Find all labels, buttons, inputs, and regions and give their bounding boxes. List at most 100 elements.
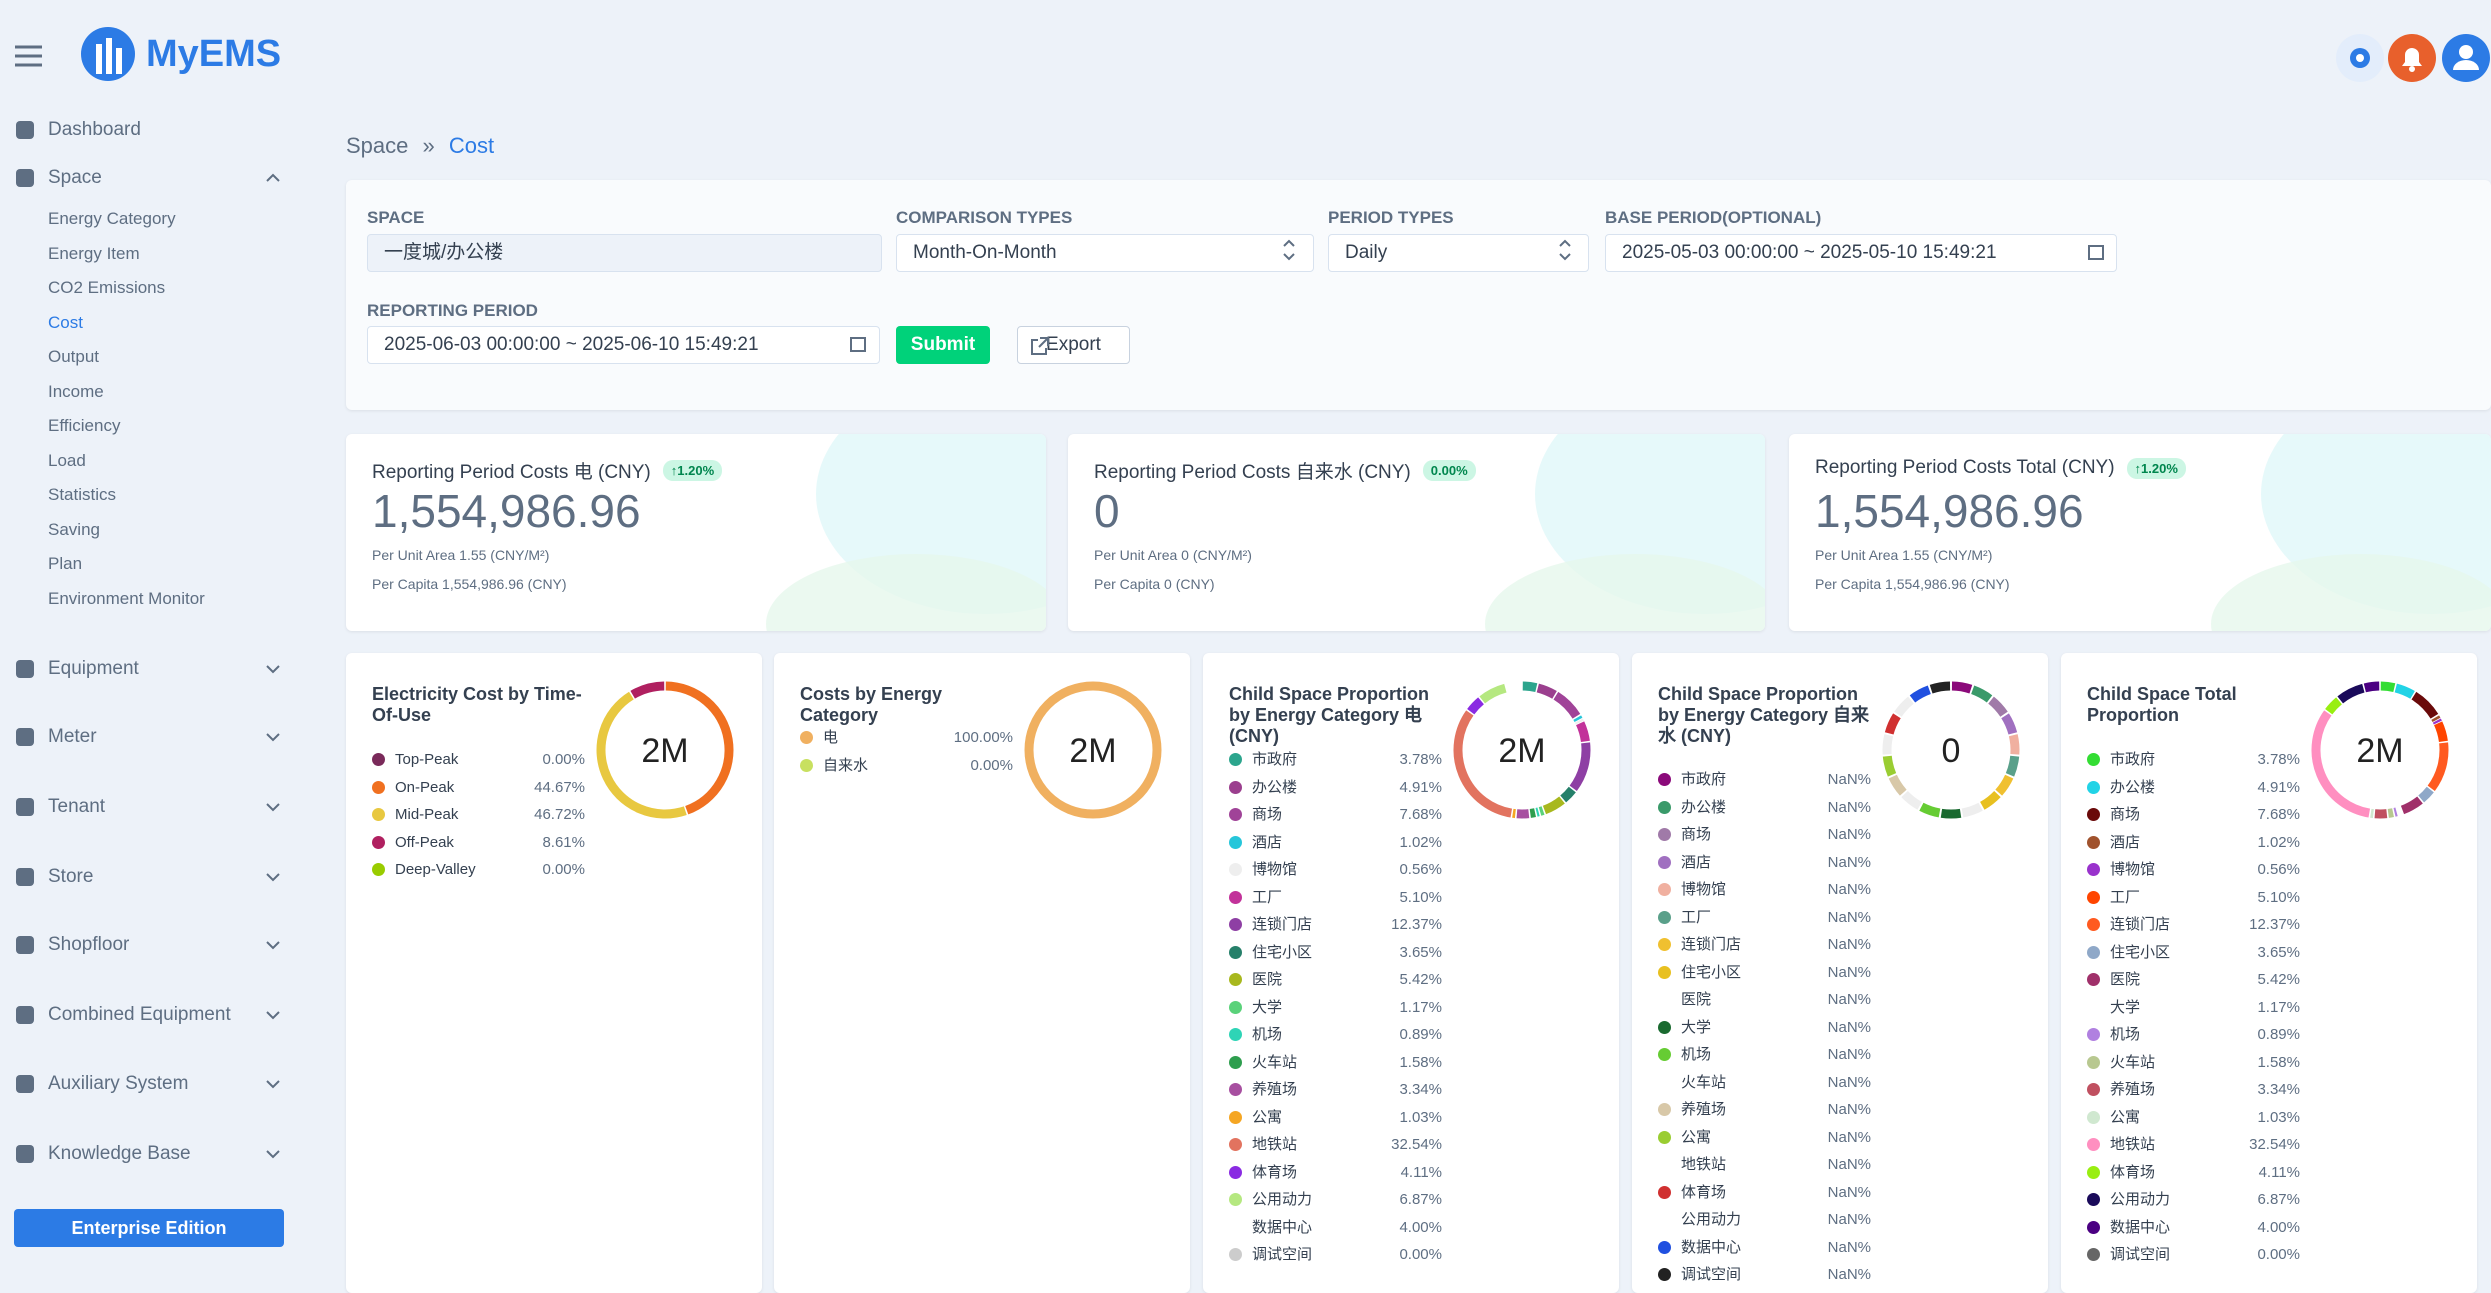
nav-subitem[interactable]: Saving	[48, 519, 100, 541]
nav-subitem[interactable]: Cost	[48, 312, 83, 334]
nav-chevron	[267, 175, 279, 181]
nav-subitem[interactable]: Energy Item	[48, 243, 140, 265]
legend-value: 0.89%	[1342, 1025, 1442, 1045]
donut-segment	[2329, 701, 2339, 712]
legend-dot	[1229, 1193, 1242, 1206]
legend-name: 公用动力	[1681, 1210, 1741, 1230]
nav-subitem[interactable]: Environment Monitor	[48, 588, 205, 610]
nav-subitem[interactable]: Statistics	[48, 484, 116, 506]
legend-dot	[1658, 1076, 1671, 1089]
legend-dot	[2087, 781, 2100, 794]
donut-placeholder-segment	[1893, 777, 1903, 793]
nav-subitem[interactable]: Plan	[48, 553, 82, 575]
legend-dot	[1229, 808, 1242, 821]
legend-dot	[2087, 1083, 2100, 1096]
nav-subitem[interactable]: Efficiency	[48, 415, 120, 437]
legend-name: 公寓	[2110, 1108, 2140, 1128]
legend-dot	[2087, 918, 2100, 931]
legend-value: 100.00%	[913, 728, 1013, 748]
nav-item[interactable]: Auxiliary System	[48, 1072, 188, 1096]
nav-item[interactable]: Space	[48, 166, 102, 190]
legend-name: 连锁门店	[1252, 915, 1312, 935]
settings-button[interactable]	[2336, 34, 2384, 82]
legend-name: 火车站	[1681, 1073, 1726, 1093]
legend-dot	[800, 731, 813, 744]
legend-name: 商场	[2110, 805, 2140, 825]
summary-title: Reporting Period Costs 自来水 (CNY)0.00%	[1094, 457, 1476, 484]
nav-icon	[16, 798, 34, 816]
legend-value: NaN%	[1771, 1100, 1871, 1120]
nav-item[interactable]: Shopfloor	[48, 933, 129, 957]
donut-segment	[1580, 723, 1585, 741]
legend-dot	[1658, 966, 1671, 979]
nav-subitem[interactable]: Income	[48, 381, 104, 403]
legend-value: NaN%	[1771, 1073, 1871, 1093]
per-unit-area: Per Unit Area 1.55 (CNY/M²)	[1815, 547, 1992, 563]
legend-value: NaN%	[1771, 853, 1871, 873]
legend-name: 医院	[1252, 970, 1282, 990]
donut-segment	[1523, 686, 1537, 688]
nav-item[interactable]: Knowledge Base	[48, 1142, 191, 1166]
nav-item[interactable]: Store	[48, 865, 93, 889]
nav-item[interactable]: Equipment	[48, 657, 139, 681]
nav-item[interactable]: Tenant	[48, 795, 105, 819]
nav-subitem[interactable]: CO2 Emissions	[48, 277, 165, 299]
donut-card: Child Space Proportion by Energy Categor…	[1203, 653, 1619, 1293]
legend-dot	[1658, 801, 1671, 814]
legend-dot	[1658, 1158, 1671, 1171]
legend-name: 市政府	[2110, 750, 2155, 770]
notification-button[interactable]	[2388, 34, 2436, 82]
legend-value: 1.03%	[1342, 1108, 1442, 1128]
summary-card: Reporting Period Costs Total (CNY) ↑1.20%…	[1789, 434, 2491, 631]
nav-chevron	[267, 666, 279, 672]
breadcrumb: Space » Cost	[346, 133, 494, 159]
nav-subitem[interactable]: Energy Category	[48, 208, 176, 230]
legend-dot	[372, 781, 385, 794]
nav-subitem[interactable]: Output	[48, 346, 99, 368]
legend-value: NaN%	[1771, 1265, 1871, 1285]
summary-badge: ↑1.20%	[2127, 458, 2186, 479]
legend-value: 3.34%	[1342, 1080, 1442, 1100]
legend-dot	[1658, 993, 1671, 1006]
legend-name: 连锁门店	[2110, 915, 2170, 935]
enterprise-button[interactable]: Enterprise Edition	[14, 1209, 284, 1247]
legend-name: On-Peak	[395, 778, 454, 798]
user-button[interactable]	[2442, 34, 2490, 82]
nav-item[interactable]: Combined Equipment	[48, 1003, 231, 1027]
breadcrumb-parent[interactable]: Space	[346, 133, 408, 158]
legend-name: 博物馆	[2110, 860, 2155, 880]
legend-name: 博物馆	[1252, 860, 1297, 880]
legend-value: 4.11%	[2200, 1163, 2300, 1183]
nav-icon	[16, 1006, 34, 1024]
legend-name: 调试空间	[1681, 1265, 1741, 1285]
legend-value: 0.56%	[2200, 860, 2300, 880]
donut-placeholder-segment	[1941, 813, 1960, 814]
legend-name: 住宅小区	[1252, 943, 1312, 963]
legend-name: 机场	[2110, 1025, 2140, 1045]
nav-subitem[interactable]: Load	[48, 450, 86, 472]
nav-icon	[16, 660, 34, 678]
legend-dot	[1229, 1138, 1242, 1151]
donut-segment	[1538, 688, 1555, 695]
legend-name: Top-Peak	[395, 750, 458, 770]
legend-value: 3.65%	[2200, 943, 2300, 963]
legend-value: 1.17%	[1342, 998, 1442, 1018]
summary-value: 1,554,986.96	[372, 484, 641, 538]
donut-placeholder-segment	[1887, 735, 1889, 754]
summary-title-text: Reporting Period Costs Total (CNY)	[1815, 457, 2115, 479]
legend-name: 机场	[1252, 1025, 1282, 1045]
donut-placeholder-segment	[1982, 794, 1997, 806]
nav-item[interactable]: Meter	[48, 725, 97, 749]
legend-value: NaN%	[1771, 798, 1871, 818]
donut-chart: 2M	[974, 653, 1190, 853]
legend-dot	[2087, 808, 2100, 821]
nav-item[interactable]: Dashboard	[48, 118, 141, 142]
legend-value: 3.78%	[1342, 750, 1442, 770]
legend-value: NaN%	[1771, 770, 1871, 790]
legend-value: 12.37%	[1342, 915, 1442, 935]
breadcrumb-separator: »	[423, 133, 435, 158]
donut-center: 2M	[641, 732, 688, 770]
legend-name: 住宅小区	[1681, 963, 1741, 983]
